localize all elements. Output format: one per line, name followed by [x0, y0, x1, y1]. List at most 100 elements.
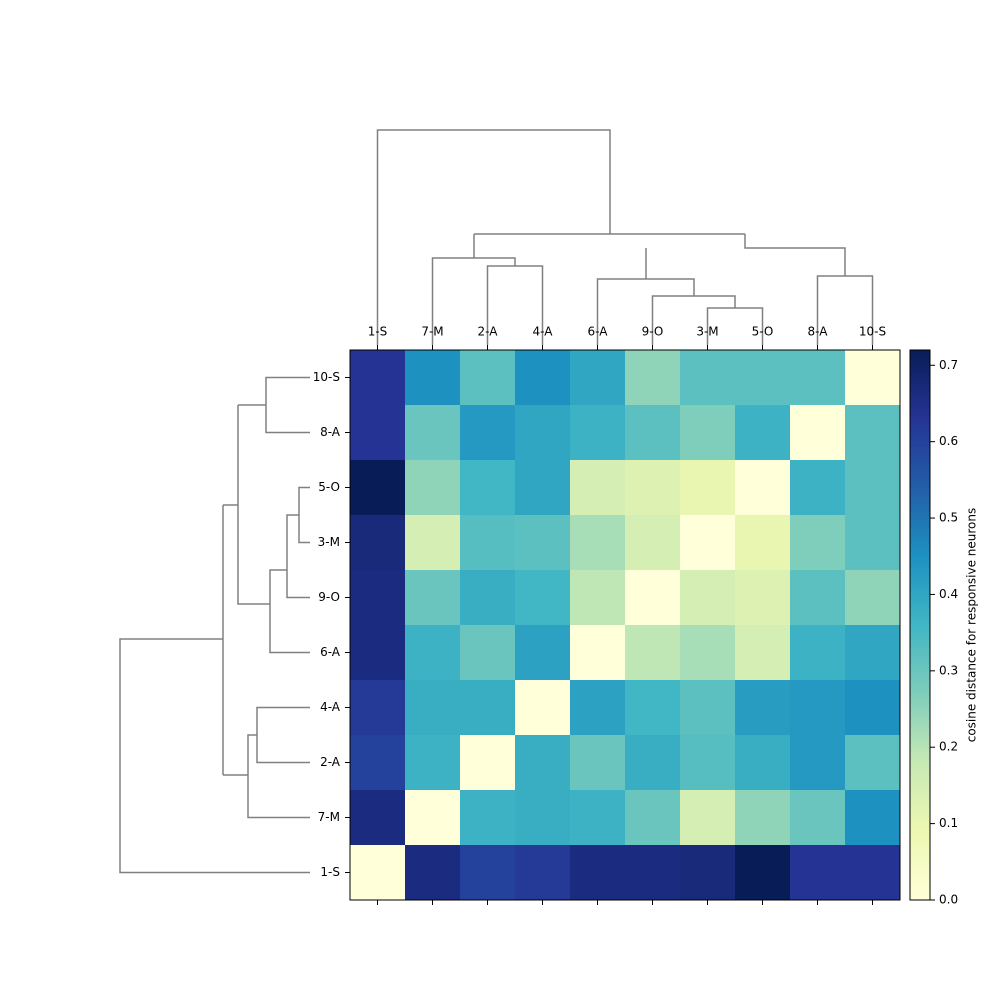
heatmap-cell: [735, 515, 791, 571]
heatmap-cell: [405, 790, 461, 846]
heatmap-cell: [790, 735, 846, 791]
heatmap-cell: [845, 735, 901, 791]
heatmap-cell: [680, 845, 736, 901]
heatmap-cell: [570, 350, 626, 406]
heatmap-cell: [625, 625, 681, 681]
heatmap-cell: [570, 680, 626, 736]
x-tick-label: 1-S: [368, 325, 388, 339]
colorbar-tick-label: 0.7: [939, 358, 958, 372]
heatmap-cell: [735, 625, 791, 681]
heatmap-cell: [790, 460, 846, 516]
heatmap-cell: [735, 735, 791, 791]
heatmap-cell: [680, 350, 736, 406]
heatmap-cell: [625, 845, 681, 901]
heatmap-cell: [350, 735, 406, 791]
heatmap-cell: [680, 625, 736, 681]
heatmap-cell: [625, 570, 681, 626]
colorbar-tick-label: 0.1: [939, 816, 958, 830]
colorbar-tick-label: 0.6: [939, 434, 958, 448]
x-tick-label: 2-A: [478, 325, 499, 339]
heatmap-cell: [405, 460, 461, 516]
y-tick-label: 2-A: [320, 755, 341, 769]
x-tick-label: 6-A: [588, 325, 609, 339]
heatmap-cell: [350, 790, 406, 846]
heatmap-cell: [350, 680, 406, 736]
heatmap-cell: [680, 570, 736, 626]
colorbar-tick-label: 0.3: [939, 663, 958, 677]
heatmap-cell: [625, 790, 681, 846]
heatmap-cell: [460, 350, 516, 406]
heatmap-cell: [515, 790, 571, 846]
heatmap-cell: [625, 735, 681, 791]
heatmap-cell: [515, 845, 571, 901]
y-tick-label: 6-A: [320, 645, 341, 659]
heatmap-cell: [790, 680, 846, 736]
heatmap-cell: [570, 570, 626, 626]
heatmap-cell: [625, 405, 681, 461]
heatmap-cell: [460, 570, 516, 626]
heatmap-cell: [680, 460, 736, 516]
heatmap-cell: [845, 790, 901, 846]
y-tick-label: 1-S: [320, 865, 340, 879]
heatmap-cell: [350, 845, 406, 901]
colorbar-tick-label: 0.0: [939, 893, 958, 907]
y-tick-label: 5-O: [318, 480, 340, 494]
heatmap-cell: [790, 350, 846, 406]
heatmap-cell: [515, 350, 571, 406]
colorbar-tick-label: 0.5: [939, 511, 958, 525]
x-tick-label: 9-O: [642, 325, 664, 339]
x-tick-label: 4-A: [533, 325, 554, 339]
heatmap-cell: [680, 790, 736, 846]
heatmap-cell: [680, 680, 736, 736]
heatmap-cell: [790, 405, 846, 461]
heatmap-cell: [350, 350, 406, 406]
heatmap-cell: [680, 515, 736, 571]
heatmap-cell: [405, 625, 461, 681]
y-tick-label: 9-O: [318, 590, 340, 604]
heatmap-frame: [349, 349, 901, 901]
heatmap-cell: [350, 625, 406, 681]
x-tick-label: 7-M: [421, 325, 443, 339]
x-tick-label: 5-O: [752, 325, 774, 339]
heatmap-cell: [625, 350, 681, 406]
heatmap-cell: [735, 405, 791, 461]
heatmap-cell: [460, 845, 516, 901]
heatmap-cell: [405, 680, 461, 736]
heatmap-cell: [350, 570, 406, 626]
y-tick-label: 7-M: [318, 810, 340, 824]
heatmap-cell: [570, 625, 626, 681]
heatmap-cell: [405, 570, 461, 626]
heatmap: [350, 350, 901, 901]
heatmap-cell: [570, 515, 626, 571]
heatmap-cell: [405, 845, 461, 901]
heatmap-cell: [460, 625, 516, 681]
heatmap-cell: [735, 460, 791, 516]
heatmap-cell: [405, 405, 461, 461]
heatmap-cell: [460, 680, 516, 736]
heatmap-cell: [790, 570, 846, 626]
colorbar: [909, 349, 931, 901]
column-dendrogram: [376, 129, 874, 345]
heatmap-cell: [790, 625, 846, 681]
heatmap-cell: [515, 570, 571, 626]
heatmap-cell: [515, 625, 571, 681]
heatmap-cell: [515, 515, 571, 571]
heatmap-cell: [625, 460, 681, 516]
colorbar-label: cosine distance for responsive neurons: [965, 508, 979, 743]
heatmap-cell: [570, 460, 626, 516]
heatmap-cell: [350, 460, 406, 516]
heatmap-cell: [350, 405, 406, 461]
heatmap-cell: [735, 790, 791, 846]
heatmap-cell: [845, 680, 901, 736]
heatmap-cell: [735, 570, 791, 626]
heatmap-cell: [570, 790, 626, 846]
x-tick-label: 10-S: [859, 325, 886, 339]
heatmap-cell: [845, 350, 901, 406]
heatmap-cell: [790, 790, 846, 846]
heatmap-cell: [460, 515, 516, 571]
heatmap-cell: [515, 460, 571, 516]
heatmap-cell: [405, 735, 461, 791]
heatmap-cell: [680, 405, 736, 461]
x-tick-label: 8-A: [808, 325, 829, 339]
